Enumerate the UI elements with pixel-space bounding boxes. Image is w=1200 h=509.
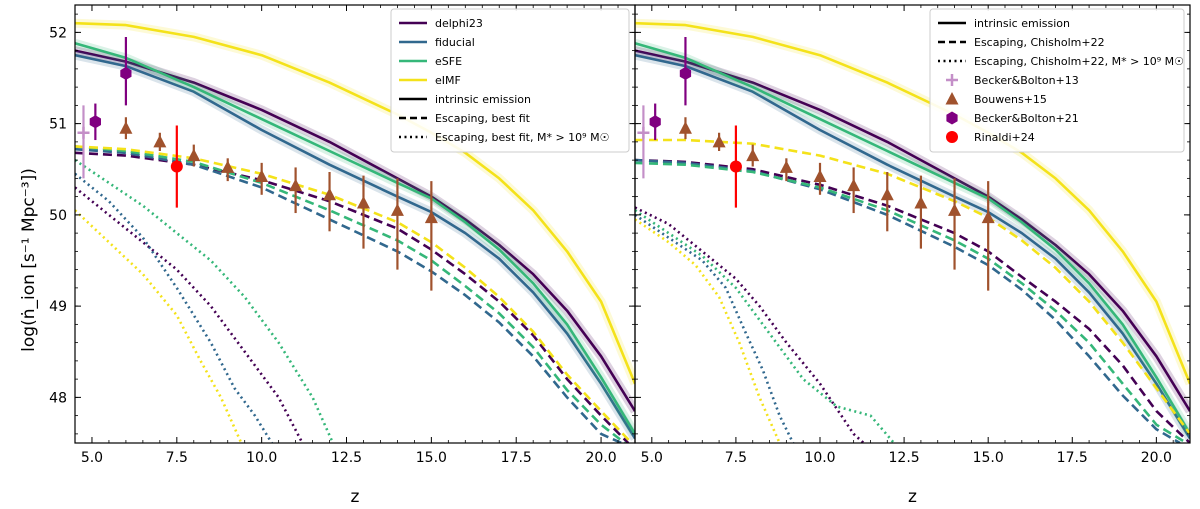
legend-swatch (946, 111, 958, 125)
legend-entry: Escaping, best fit (399, 112, 531, 125)
series-line (635, 209, 895, 443)
legend: delphi23 fiducial eSFE eIMF intrinsic emissi… (390, 8, 630, 153)
data-point (89, 115, 101, 129)
data-point (746, 148, 760, 162)
x-tick-label: 20.0 (585, 450, 616, 466)
data-point (153, 134, 167, 148)
data-point (981, 210, 995, 224)
x-tick-label: 15.0 (416, 450, 447, 466)
x-axis-label: z (908, 487, 917, 507)
data-point (170, 160, 183, 173)
y-tick-label: 49 (49, 299, 67, 315)
x-tick-label: 7.5 (725, 450, 747, 466)
data-point (678, 121, 692, 134)
legend-swatch (946, 131, 958, 143)
x-tick-label: 10.0 (804, 450, 835, 466)
legend-label: Escaping, best fit (435, 112, 531, 125)
legend-label: Escaping, Chisholm+22, M* > 10⁹ M☉ (974, 55, 1184, 68)
legend-entry: fiducial (399, 36, 475, 49)
legend-entry: Escaping, best fit, M* > 10⁹ M☉ (399, 131, 609, 144)
legend-label: intrinsic emission (974, 17, 1070, 30)
series-line (75, 209, 243, 443)
legend-swatch (946, 74, 958, 86)
legend-entry: delphi23 (399, 17, 483, 30)
legend-entry: eIMF (399, 74, 461, 87)
legend-label: eIMF (435, 74, 461, 87)
data-point (356, 196, 370, 209)
x-tick-label: 17.5 (501, 450, 532, 466)
data-point (424, 210, 438, 224)
legend-label: eSFE (435, 55, 462, 68)
legend-label: intrinsic emission (435, 93, 531, 106)
data-point (255, 169, 269, 183)
data-point (779, 160, 793, 173)
series-line (635, 213, 795, 443)
data-point (119, 121, 133, 134)
data-point (323, 187, 337, 201)
data-point (729, 160, 742, 173)
series-line (75, 172, 273, 443)
data-point (914, 196, 928, 209)
data-point (948, 203, 962, 216)
x-tick-label: 5.0 (81, 450, 103, 466)
legend-entry: Becker&Bolton+21 (946, 111, 1079, 125)
legend-entry: Rinaldi+24 (946, 131, 1035, 144)
legend-entry: Escaping, Chisholm+22 (938, 36, 1105, 49)
series-line (635, 218, 781, 443)
legend-box (929, 8, 1185, 153)
x-tick-label: 17.5 (1057, 450, 1088, 466)
legend-entry: Escaping, Chisholm+22, M* > 10⁹ M☉ (938, 55, 1184, 68)
data-point (120, 66, 132, 80)
x-tick-label: 7.5 (166, 450, 188, 466)
legend-entry: eSFE (399, 55, 462, 68)
y-tick-label: 48 (49, 390, 67, 406)
data-point (712, 134, 726, 148)
y-axis-label: log(ṅ_ion [s⁻¹ Mpc⁻³]) (19, 168, 39, 352)
axes-frame (634, 4, 1191, 444)
legend-box (390, 8, 630, 153)
x-tick-label: 15.0 (973, 450, 1004, 466)
legend-entry: Becker&Bolton+13 (946, 74, 1079, 87)
legend-label: Becker&Bolton+21 (974, 112, 1079, 125)
x-tick-label: 5.0 (641, 450, 663, 466)
data-point (77, 126, 90, 139)
x-axis-label: z (351, 487, 360, 507)
y-tick-label: 50 (49, 208, 67, 224)
legend-label: Escaping, best fit, M* > 10⁹ M☉ (435, 131, 609, 144)
x-tick-label: 10.0 (246, 450, 277, 466)
plot-area (75, 18, 635, 443)
x-tick-label: 20.0 (1141, 450, 1172, 466)
data-point (847, 178, 861, 192)
legend-swatch (945, 92, 959, 105)
legend-entry: intrinsic emission (938, 17, 1070, 30)
y-tick-label: 51 (49, 117, 67, 133)
series-line (635, 206, 865, 443)
legend-entry: Bouwens+15 (945, 92, 1047, 106)
legend-label: Escaping, Chisholm+22 (974, 36, 1105, 49)
panel-left: 5.0 7.5 10.0 12.5 15.0 17.5 20.0 48 49 50 51 52 z del… (49, 4, 636, 507)
data-point (649, 115, 661, 129)
data-point (679, 66, 692, 80)
data-point (390, 203, 404, 216)
x-tick-label: 12.5 (331, 450, 362, 466)
legend-label: Becker&Bolton+13 (974, 74, 1079, 87)
data-point (187, 148, 201, 162)
panel-right: 5.0 7.5 10.0 12.5 15.0 17.5 20.0 z intrinsic emi… (634, 4, 1191, 507)
data-point (637, 126, 650, 139)
data-point (813, 169, 827, 183)
legend-label: delphi23 (435, 17, 483, 30)
legend-label: Bouwens+15 (974, 93, 1047, 106)
data-point (289, 178, 303, 192)
data-point (221, 160, 235, 173)
legend: intrinsic emission Escaping, Chisholm+22 E… (929, 8, 1185, 153)
legend-label: Rinaldi+24 (974, 131, 1035, 144)
data-point (880, 187, 894, 201)
legend-label: fiducial (435, 36, 475, 49)
legend-entry: intrinsic emission (399, 93, 531, 106)
x-tick-label: 12.5 (889, 450, 920, 466)
y-tick-label: 52 (49, 25, 67, 41)
series-line (75, 186, 304, 443)
